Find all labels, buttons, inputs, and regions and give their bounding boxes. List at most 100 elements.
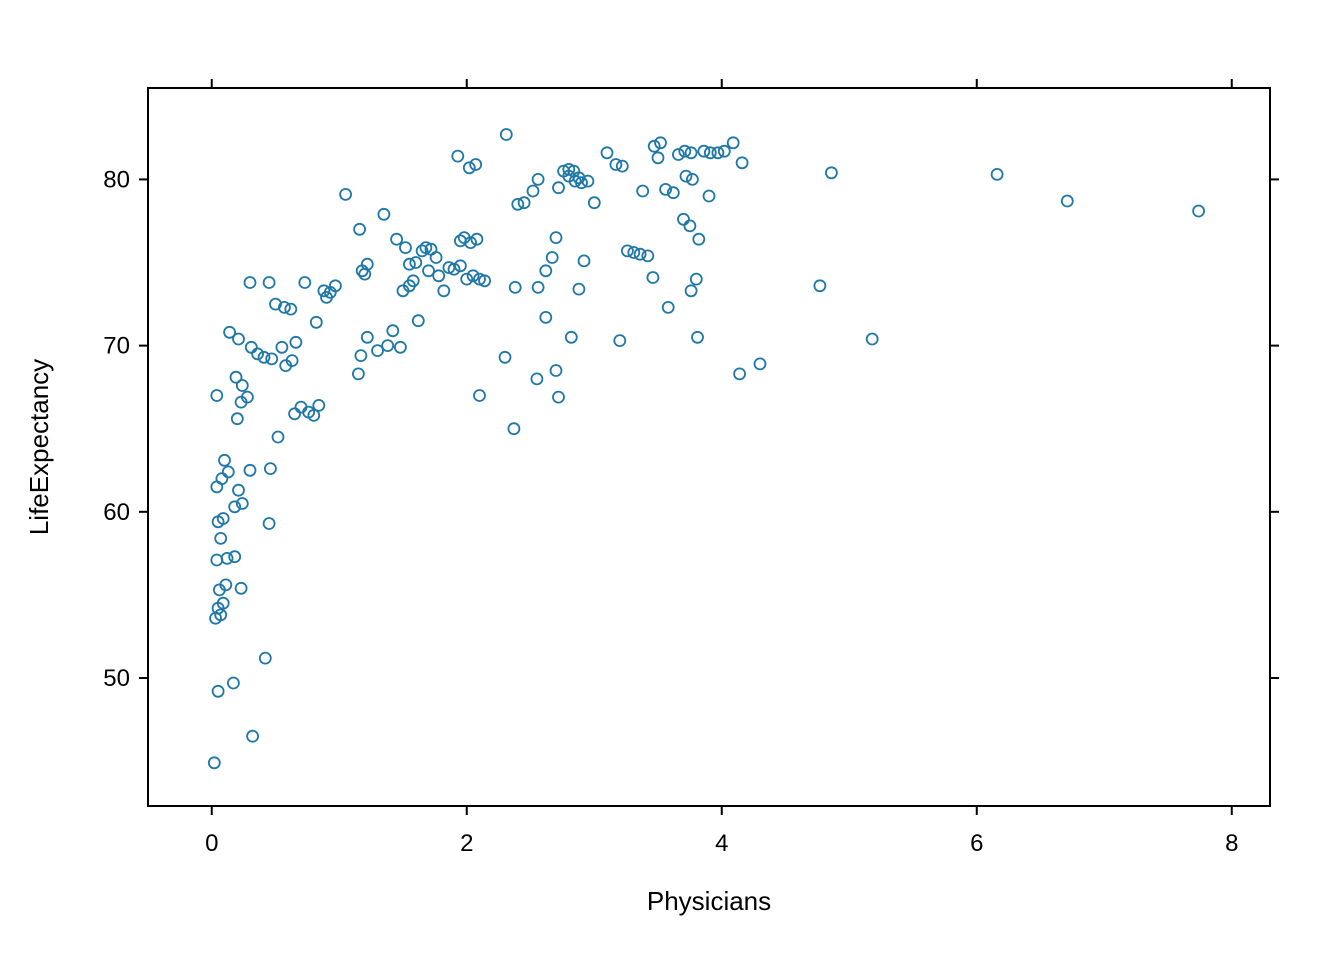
data-point [263, 462, 277, 476]
data-point [216, 596, 230, 610]
y-axis-title: LifeExpectancy [24, 359, 54, 535]
data-point [672, 148, 685, 161]
data-point [717, 144, 731, 158]
data-point [647, 139, 661, 153]
data-point [251, 347, 265, 361]
data-point [221, 465, 235, 479]
data-point [219, 578, 233, 592]
data-point [609, 158, 623, 171]
data-point [285, 354, 299, 368]
data-point [865, 332, 879, 346]
data-point [636, 184, 650, 198]
data-point [651, 151, 665, 165]
data-point [298, 276, 312, 289]
data-point [735, 156, 749, 170]
data-point [216, 512, 230, 525]
data-point [659, 182, 672, 196]
data-point [386, 324, 400, 338]
data-point [661, 300, 675, 314]
y-tick-label: 50 [103, 665, 130, 692]
data-point [691, 330, 704, 344]
x-axis-title: Physicians [647, 886, 771, 916]
data-point [1060, 194, 1074, 208]
data-point [207, 756, 221, 770]
data-point [228, 550, 242, 564]
data-point [232, 483, 245, 497]
data-point [692, 232, 706, 246]
y-tick-label: 60 [103, 499, 130, 526]
x-tick-label: 0 [205, 830, 218, 857]
data-point [621, 244, 634, 258]
data-point [240, 390, 254, 404]
data-point [228, 500, 242, 514]
data-point [726, 136, 740, 150]
data-point [409, 256, 423, 269]
data-point [711, 146, 725, 160]
data-point [230, 412, 244, 426]
data-point [371, 344, 384, 358]
data-point [235, 379, 249, 392]
data-point [244, 340, 258, 354]
data-point [381, 339, 395, 353]
data-point [473, 389, 486, 402]
data-point [377, 207, 391, 221]
data-point [220, 552, 234, 565]
data-point [320, 290, 333, 304]
data-point [733, 367, 746, 381]
data-point [568, 174, 582, 188]
x-tick-label: 6 [970, 830, 983, 857]
data-point [226, 676, 240, 690]
data-point [498, 350, 512, 364]
data-point [641, 249, 655, 263]
data-point [530, 372, 544, 386]
data-point [679, 169, 693, 183]
data-point [678, 144, 692, 158]
data-point [284, 302, 298, 316]
data-point [243, 276, 257, 289]
data-point [229, 370, 243, 384]
data-point [587, 196, 601, 210]
data-point [633, 247, 647, 261]
data-point [539, 310, 553, 324]
data-point [353, 222, 367, 236]
data-point [317, 284, 331, 298]
data-point [215, 472, 229, 486]
data-point [478, 274, 492, 288]
data-point [697, 144, 711, 158]
data-point [572, 282, 586, 296]
data-point [689, 272, 703, 286]
data-point [210, 553, 224, 567]
data-point [531, 280, 545, 294]
data-point [307, 408, 321, 422]
data-point [211, 684, 225, 698]
data-point [460, 272, 474, 286]
data-point [309, 315, 323, 329]
data-point [684, 146, 698, 160]
data-point [464, 236, 478, 250]
y-tick-label: 70 [103, 333, 130, 360]
data-point [508, 280, 522, 294]
data-point [575, 176, 588, 190]
data-point [552, 181, 565, 195]
data-point [339, 187, 353, 201]
data-point [328, 279, 342, 293]
data-point [564, 330, 578, 344]
data-point [275, 340, 289, 354]
data-point [210, 389, 224, 402]
data-point [289, 335, 303, 349]
data-point [214, 532, 228, 545]
data-point [271, 430, 285, 444]
data-point [258, 651, 272, 665]
data-point [429, 251, 443, 264]
data-point [234, 581, 248, 595]
data-point [549, 364, 563, 377]
data-point [262, 517, 276, 530]
data-point [507, 422, 521, 436]
data-point [406, 274, 420, 288]
data-point [545, 251, 559, 264]
data-point [517, 196, 531, 210]
data-point [627, 246, 641, 259]
data-point [235, 497, 249, 510]
